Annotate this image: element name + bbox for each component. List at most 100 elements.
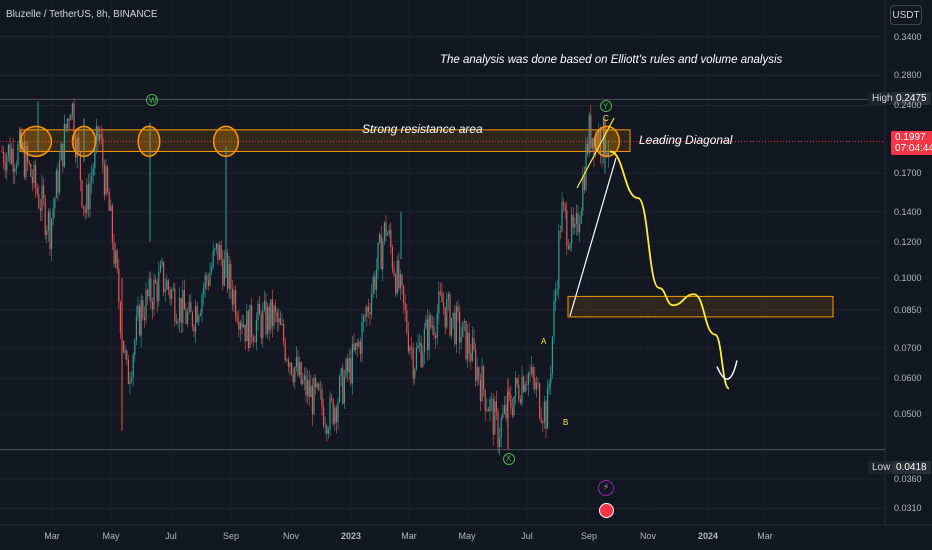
reversal-hook <box>716 360 738 380</box>
candle-body <box>132 354 134 378</box>
analysis-note: The analysis was done based on Elliott's… <box>440 54 783 66</box>
candle-body <box>511 408 513 416</box>
candle-body <box>167 280 169 290</box>
candle-body <box>321 389 323 408</box>
candle-body <box>495 401 497 412</box>
candle-body <box>60 143 62 161</box>
candle-body <box>607 150 609 156</box>
y-tick-label: 0.1000 <box>894 272 922 283</box>
candle-body <box>377 243 379 270</box>
x-tick-label: Mar <box>44 531 60 541</box>
candle-body <box>299 362 301 376</box>
candle-body <box>449 294 451 336</box>
candle-body <box>539 383 541 418</box>
candle-body <box>399 274 401 289</box>
candle-body <box>334 407 336 424</box>
candle-body <box>87 184 89 210</box>
candle-body <box>486 409 488 411</box>
candle-body <box>463 320 465 322</box>
candle-body <box>49 211 51 249</box>
candle-body <box>585 144 587 190</box>
candle-body <box>255 320 257 343</box>
candle-body <box>431 325 433 328</box>
candle-body <box>468 332 470 354</box>
candle-body <box>606 153 608 156</box>
candle-body <box>68 118 70 121</box>
candle-body <box>521 376 523 404</box>
candle-body <box>38 194 40 209</box>
wave-label-y: Y <box>603 102 609 111</box>
candle-body <box>407 331 409 352</box>
candle-body <box>151 302 153 310</box>
candle-body <box>113 242 115 264</box>
candle-body <box>582 175 584 211</box>
candle-body <box>86 184 88 214</box>
candle-body <box>94 143 96 169</box>
candle-body <box>39 208 41 211</box>
candle-body <box>267 306 269 335</box>
candle-body <box>567 246 569 249</box>
candle-body <box>281 324 283 326</box>
candle-body <box>99 134 101 141</box>
candle-body <box>451 318 453 336</box>
candle-body <box>414 369 416 379</box>
candle-body <box>411 347 413 348</box>
candle-body <box>487 409 489 412</box>
candle-body <box>287 359 289 367</box>
candle-body <box>471 337 473 362</box>
candle-body <box>430 315 432 328</box>
candle-body <box>129 380 131 384</box>
x-tick-label: 2023 <box>340 531 362 541</box>
candle-body <box>244 324 246 342</box>
candle-body <box>3 151 5 163</box>
candle-body <box>494 401 496 435</box>
low-label: Low <box>868 461 895 474</box>
candle-body <box>1 151 3 153</box>
candle-body <box>243 324 245 328</box>
candle-body <box>76 137 78 158</box>
candle-body <box>604 119 606 154</box>
lightning-icon[interactable]: ⚡ <box>598 480 614 496</box>
currency-button[interactable]: USDT <box>890 5 922 25</box>
candle-body <box>459 311 461 343</box>
candle-body <box>198 315 200 323</box>
candle-body <box>396 260 398 294</box>
candle-body <box>196 306 198 323</box>
candle-body <box>143 317 145 320</box>
candle-body <box>497 411 499 447</box>
candle-body <box>209 272 211 286</box>
candle-body <box>526 384 528 386</box>
candle-body <box>70 115 72 121</box>
candle-body <box>524 384 526 392</box>
x-tick-label: Mar <box>757 531 773 541</box>
candle-body <box>230 264 232 290</box>
x-tick-label: May <box>102 531 120 541</box>
x-tick-label: Jul <box>165 531 177 541</box>
candle-body <box>268 306 270 330</box>
candle-body <box>308 380 310 398</box>
candle-body <box>57 170 59 193</box>
candle-countdown: 07:04:44 <box>895 143 932 154</box>
candle-body <box>292 374 294 383</box>
candle-body <box>265 300 267 335</box>
candle-body <box>140 300 142 336</box>
candle-body <box>67 118 69 129</box>
flag-icon[interactable] <box>599 503 614 518</box>
candle-body <box>476 367 478 381</box>
resistance-touch-circle <box>19 125 53 158</box>
candle-body <box>238 321 240 330</box>
candle-body <box>491 398 493 400</box>
x-tick-label: Sep <box>222 531 240 541</box>
candle-body <box>454 312 456 345</box>
candle-body <box>12 148 14 172</box>
candle-body <box>286 359 288 361</box>
candle-body <box>361 321 363 354</box>
candle-body <box>534 378 536 390</box>
candle-body <box>19 131 21 145</box>
candle-body <box>73 103 75 140</box>
candle-body <box>35 164 37 188</box>
candle-body <box>327 429 329 434</box>
candle-body <box>283 324 285 342</box>
candle-body <box>460 337 462 343</box>
